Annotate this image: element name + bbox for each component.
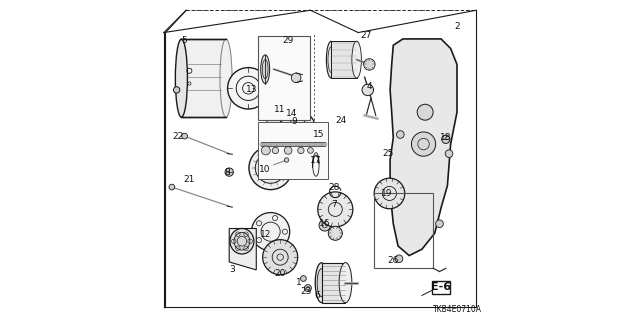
Ellipse shape [175, 39, 188, 117]
Text: 6: 6 [314, 291, 320, 300]
Text: 15: 15 [313, 130, 324, 139]
Bar [258, 122, 328, 179]
Circle shape [291, 73, 301, 83]
Circle shape [417, 104, 433, 120]
Circle shape [169, 184, 175, 190]
Circle shape [284, 158, 289, 162]
Bar [321, 263, 346, 303]
Ellipse shape [220, 39, 232, 117]
Text: 3: 3 [230, 265, 236, 275]
Text: 26: 26 [388, 256, 399, 265]
Circle shape [182, 133, 188, 139]
Circle shape [284, 147, 292, 154]
Text: 2: 2 [454, 22, 460, 31]
Circle shape [262, 240, 298, 275]
Text: 21: 21 [184, 175, 195, 184]
Circle shape [301, 276, 307, 281]
Ellipse shape [317, 269, 326, 297]
Circle shape [374, 178, 404, 209]
Text: 13: 13 [246, 85, 257, 94]
Circle shape [173, 87, 180, 93]
Text: 4: 4 [367, 82, 372, 91]
Text: 22: 22 [173, 132, 184, 140]
Circle shape [396, 131, 404, 138]
Circle shape [445, 150, 453, 157]
Circle shape [267, 113, 281, 127]
Circle shape [395, 255, 403, 263]
Ellipse shape [339, 263, 352, 303]
Polygon shape [229, 228, 256, 270]
Text: E-6: E-6 [431, 283, 451, 292]
Ellipse shape [326, 41, 336, 78]
Circle shape [362, 84, 374, 96]
Ellipse shape [234, 233, 250, 250]
Circle shape [319, 220, 330, 231]
Circle shape [285, 108, 297, 120]
Text: 23: 23 [300, 287, 311, 296]
Text: 1: 1 [296, 278, 302, 287]
Circle shape [308, 148, 314, 153]
Circle shape [318, 192, 353, 227]
Circle shape [298, 147, 304, 154]
Circle shape [364, 59, 375, 70]
Ellipse shape [319, 130, 324, 146]
Text: 12: 12 [260, 230, 271, 239]
Text: 17: 17 [310, 156, 321, 164]
Text: 10: 10 [259, 165, 270, 174]
Text: 9: 9 [292, 117, 298, 126]
Circle shape [436, 220, 444, 228]
Ellipse shape [230, 228, 254, 254]
Bar [431, 281, 450, 294]
Text: 25: 25 [383, 149, 394, 158]
Circle shape [261, 146, 270, 155]
Text: 19: 19 [381, 189, 393, 198]
Ellipse shape [352, 41, 362, 78]
Circle shape [228, 68, 269, 109]
Text: 11: 11 [275, 105, 286, 114]
Circle shape [442, 135, 450, 143]
Bar [181, 39, 226, 117]
Text: 7: 7 [332, 200, 337, 209]
Text: 20: 20 [275, 268, 286, 278]
Circle shape [272, 147, 278, 154]
Text: 27: 27 [360, 31, 372, 40]
Text: 28: 28 [329, 183, 340, 192]
Text: 16: 16 [319, 219, 330, 228]
Circle shape [305, 284, 312, 292]
Text: 29: 29 [282, 36, 294, 45]
Text: 18: 18 [440, 133, 452, 142]
Bar [258, 36, 310, 120]
Ellipse shape [260, 55, 269, 84]
Circle shape [267, 94, 281, 108]
Ellipse shape [316, 263, 328, 303]
Circle shape [249, 146, 292, 190]
Ellipse shape [262, 60, 268, 79]
Circle shape [280, 111, 316, 146]
Text: 14: 14 [285, 109, 297, 118]
Circle shape [271, 104, 285, 118]
Text: TKB4E0710A: TKB4E0710A [433, 305, 481, 314]
Circle shape [255, 153, 286, 183]
Circle shape [412, 132, 436, 156]
Circle shape [225, 168, 234, 176]
Bar [374, 194, 433, 268]
Text: 24: 24 [335, 116, 346, 125]
Polygon shape [390, 39, 457, 256]
Text: 5: 5 [182, 36, 188, 45]
Circle shape [328, 226, 342, 240]
Text: 8: 8 [225, 168, 230, 177]
Circle shape [252, 212, 290, 251]
Bar [331, 41, 356, 78]
